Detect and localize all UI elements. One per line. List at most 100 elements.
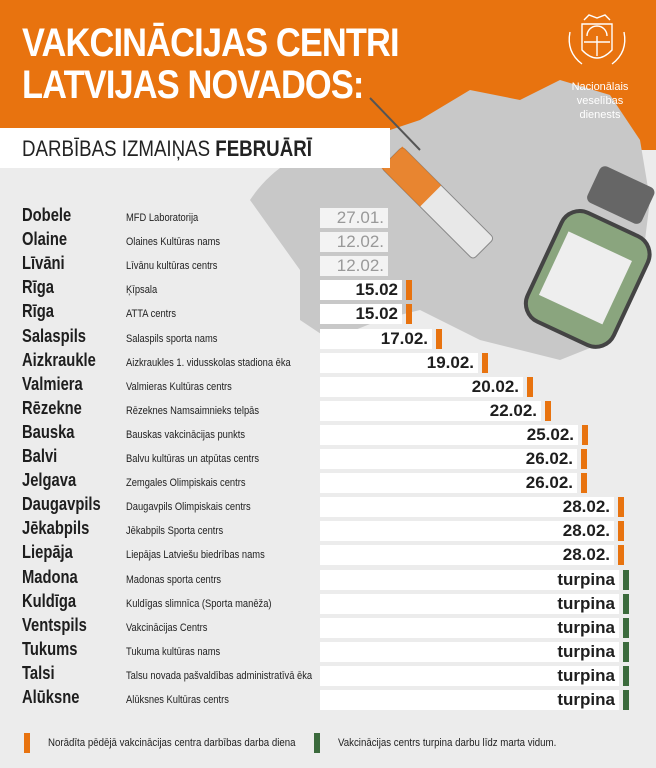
- page-title: VAKCINĀCIJAS CENTRI LATVIJAS NOVADOS:: [22, 21, 400, 107]
- list-item: Kuldīga Kuldīgas slimnīca (Sporta manēža…: [0, 590, 656, 615]
- city-name: Daugavpils: [22, 494, 101, 515]
- date-value: turpina: [557, 617, 615, 637]
- date-bar: 26.02.: [320, 449, 577, 469]
- center-name: Olaines Kultūras nams: [126, 236, 221, 249]
- center-name: Madonas sporta centrs: [126, 573, 222, 586]
- last-day-marker: [545, 400, 551, 421]
- date-bar: 19.02.: [320, 352, 478, 373]
- center-name: Talsu novada pašvaldības administratīvā …: [126, 669, 313, 682]
- list-item: Rīga Ķīpsala 15.02: [0, 277, 656, 301]
- city-name: Rīga: [22, 301, 54, 322]
- city-name: Rīga: [22, 277, 54, 298]
- list-item: Aizkraukle Aizkraukles 1. vidusskolas st…: [0, 349, 656, 374]
- date-bar: 15.02: [320, 280, 402, 301]
- center-name: Jēkabpils Sporta centrs: [126, 525, 224, 538]
- legend: Norādīta pēdējā vakcinācijas centra darb…: [0, 733, 656, 757]
- city-name: Rēzekne: [22, 397, 82, 418]
- date-bar: 25.02.: [320, 424, 578, 445]
- date-bar: 27.01.: [320, 208, 388, 228]
- city-name: Alūksne: [22, 687, 80, 707]
- city-name: Balvi: [22, 446, 58, 466]
- city-name: Bauska: [22, 421, 75, 442]
- list-item: Ventspils Vakcinācijas Centrs turpina: [0, 615, 656, 639]
- center-name: Zemgales Olimpiskais centrs: [126, 477, 246, 490]
- date-bar: 28.02.: [320, 521, 614, 542]
- city-name: Kuldīga: [22, 590, 77, 611]
- center-name: Valmieras Kultūras centrs: [126, 380, 232, 393]
- legend-orange-label: Norādīta pēdējā vakcinācijas centra darb…: [48, 737, 296, 749]
- date-bar: turpina: [320, 641, 619, 662]
- date-bar: turpina: [320, 665, 619, 686]
- date-value: 28.02.: [562, 521, 610, 541]
- center-name: Aizkraukles 1. vidusskolas stadiona ēka: [126, 356, 291, 369]
- city-name: Jelgava: [22, 470, 77, 491]
- date-value: 20.02.: [471, 376, 519, 396]
- list-item: Balvi Balvu kultūras un atpūtas centrs 2…: [0, 446, 656, 470]
- legend-green-swatch: [314, 733, 320, 753]
- legend-orange-swatch: [24, 733, 30, 753]
- city-name: Līvāni: [22, 253, 65, 274]
- city-name: Tukums: [22, 638, 78, 659]
- continues-marker: [623, 617, 629, 638]
- city-name: Madona: [22, 566, 78, 587]
- list-item: Rēzekne Rēzeknes Namsaimnieks telpās 22.…: [0, 397, 656, 422]
- city-name: Valmiera: [22, 373, 83, 394]
- center-name: MFD Laboratorija: [126, 212, 199, 224]
- continues-marker: [623, 569, 629, 590]
- list-item: Līvāni Līvānu kultūras centrs 12.02.: [0, 253, 656, 277]
- list-item: Dobele MFD Laboratorija 27.01.: [0, 205, 656, 229]
- last-day-marker: [482, 352, 488, 373]
- date-value: 12.02.: [336, 232, 384, 252]
- center-name: Vakcinācijas Centrs: [126, 621, 208, 634]
- last-day-marker: [406, 280, 412, 301]
- date-value: 22.02.: [489, 400, 537, 420]
- date-value: 27.01.: [336, 208, 384, 227]
- list-item: Alūksne Alūksnes Kultūras centrs turpina: [0, 687, 656, 711]
- continues-marker: [623, 593, 629, 614]
- center-name: Rēzeknes Namsaimnieks telpās: [126, 404, 260, 417]
- date-bar: turpina: [320, 593, 619, 614]
- date-bar: 15.02: [320, 304, 402, 325]
- date-value: 26.02.: [525, 449, 573, 468]
- last-day-marker: [582, 424, 588, 445]
- city-name: Talsi: [22, 662, 55, 683]
- center-name: Līvānu kultūras centrs: [126, 260, 218, 273]
- date-bar: 28.02.: [320, 545, 614, 566]
- center-name: Daugavpils Olimpiskais centrs: [126, 501, 251, 514]
- last-day-marker: [581, 449, 587, 469]
- date-bar: 22.02.: [320, 400, 541, 421]
- last-day-marker: [618, 521, 624, 542]
- date-bar: turpina: [320, 690, 619, 710]
- organization-name: Nacionālais veselības dienests: [571, 81, 629, 121]
- date-value: 28.02.: [562, 497, 610, 517]
- last-day-marker: [618, 497, 624, 518]
- city-name: Dobele: [22, 205, 72, 225]
- date-bar: 26.02.: [320, 473, 577, 494]
- list-item: Madona Madonas sporta centrs turpina: [0, 566, 656, 591]
- date-bar: turpina: [320, 569, 619, 590]
- city-name: Liepāja: [22, 542, 73, 563]
- date-value: 12.02.: [336, 256, 384, 276]
- center-name: Liepājas Latviešu biedrības nams: [126, 549, 265, 562]
- date-bar: 20.02.: [320, 376, 523, 397]
- date-bar: 28.02.: [320, 497, 614, 518]
- list-item: Valmiera Valmieras Kultūras centrs 20.02…: [0, 373, 656, 398]
- list-item: Talsi Talsu novada pašvaldības administr…: [0, 662, 656, 687]
- center-name: Tukuma kultūras nams: [126, 645, 221, 658]
- continues-marker: [623, 690, 629, 710]
- city-name: Salaspils: [22, 325, 86, 346]
- syringe-icon: [369, 97, 494, 259]
- list-item: Rīga ATTA centrs 15.02: [0, 301, 656, 325]
- list-item: Tukums Tukuma kultūras nams turpina: [0, 638, 656, 663]
- city-name: Jēkabpils: [22, 518, 90, 539]
- center-name: Bauskas vakcinācijas punkts: [126, 428, 246, 441]
- list-item: Jēkabpils Jēkabpils Sporta centrs 28.02.: [0, 518, 656, 542]
- list-item: Bauska Bauskas vakcinācijas punkts 25.02…: [0, 421, 656, 446]
- subtitle-bar: DARBĪBAS IZMAIŅAS FEBRUĀRĪ: [0, 128, 390, 168]
- city-name: Aizkraukle: [22, 349, 96, 370]
- continues-marker: [623, 665, 629, 686]
- subtitle: DARBĪBAS IZMAIŅAS FEBRUĀRĪ: [22, 136, 312, 161]
- last-day-marker: [527, 376, 533, 397]
- center-name: Ķīpsala: [126, 284, 158, 297]
- center-name: Alūksnes Kultūras centrs: [126, 694, 229, 706]
